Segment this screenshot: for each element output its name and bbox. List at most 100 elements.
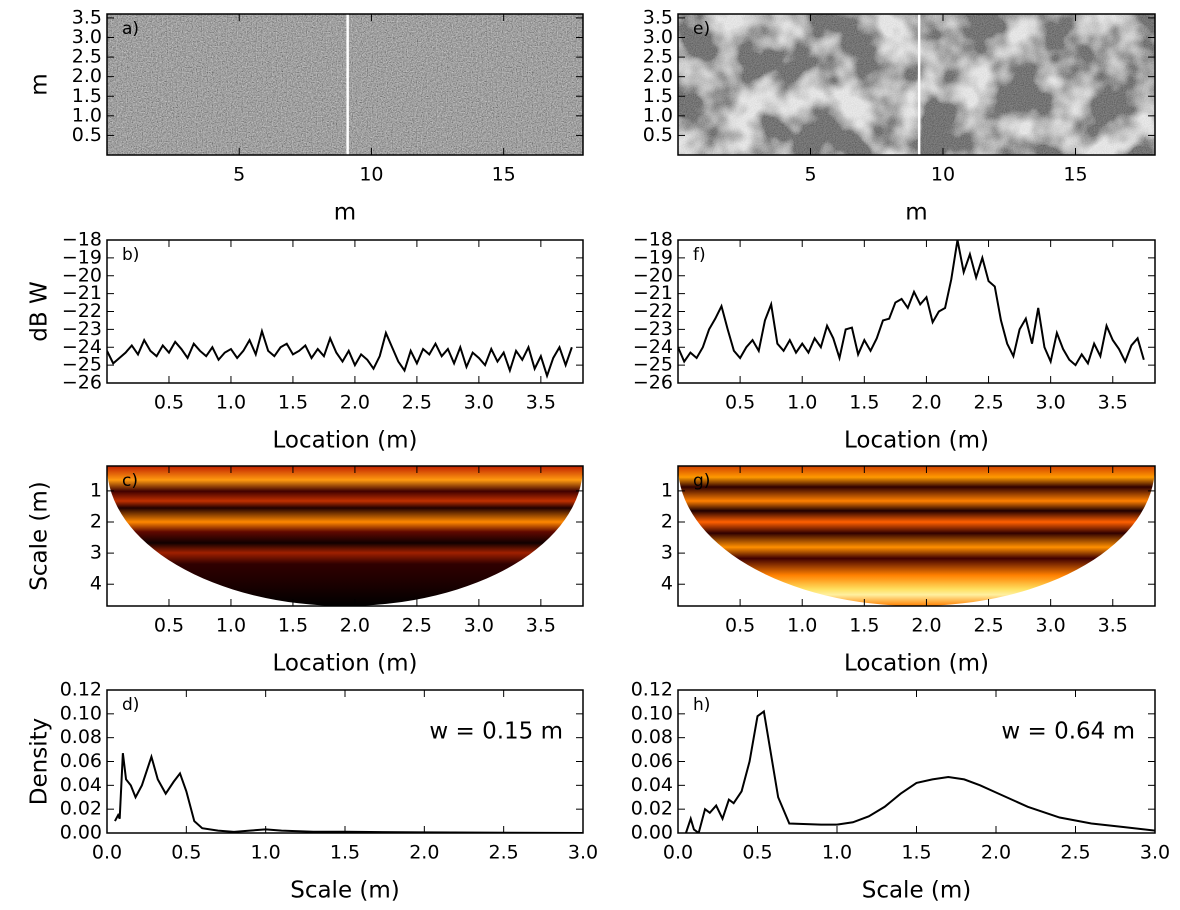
panel-label: b)	[122, 245, 139, 265]
plot-area	[685, 709, 1155, 833]
panel-label: d)	[122, 695, 139, 715]
x-tick-label: 0.5	[725, 615, 755, 637]
x-tick-label: 1.0	[216, 392, 246, 414]
y-tick-label: 0.5	[72, 124, 102, 146]
y-tick-label: −23	[633, 318, 673, 340]
x-tick-label: 0.0	[663, 842, 693, 864]
x-tick-label: 1.5	[278, 392, 308, 414]
data-line	[114, 753, 583, 833]
y-tick-label: −21	[633, 282, 673, 304]
y-tick-label: −25	[62, 354, 102, 376]
y-tick-label: 4	[90, 573, 102, 595]
y-tick-label: −22	[633, 300, 673, 322]
x-tick-label: 0.5	[171, 842, 201, 864]
y-tick-label: 0.04	[60, 774, 102, 796]
y-axis-label: Density	[27, 718, 53, 805]
x-tick-label: 1.0	[787, 615, 817, 637]
texture-image	[107, 14, 583, 155]
y-tick-label: 0.04	[631, 774, 673, 796]
y-tick-label: −24	[62, 336, 102, 358]
x-tick-label: 2.0	[340, 392, 370, 414]
y-tick-label: 0.06	[631, 750, 673, 772]
x-axis-label: Location (m)	[273, 428, 418, 454]
x-tick-label: 15	[492, 164, 516, 186]
y-tick-label: −26	[633, 372, 673, 394]
x-tick-label: 2.5	[489, 842, 519, 864]
x-tick-label: 3.0	[568, 842, 598, 864]
x-tick-label: 10	[359, 164, 383, 186]
x-tick-label: 3.0	[464, 392, 494, 414]
data-line	[678, 240, 1145, 367]
x-tick-label: 1.0	[216, 615, 246, 637]
x-tick-label: 1.5	[330, 842, 360, 864]
y-tick-label: 0.10	[60, 702, 102, 724]
y-tick-label: 2	[90, 511, 102, 533]
x-tick-label: 3.0	[1036, 392, 1066, 414]
y-tick-label: 0.10	[631, 702, 673, 724]
x-tick-label: 3.0	[464, 615, 494, 637]
y-tick-label: 0.12	[60, 679, 102, 701]
y-tick-label: 1.5	[643, 85, 673, 107]
x-axis-label: Scale (m)	[290, 878, 400, 904]
y-tick-label: 3.5	[643, 6, 673, 28]
y-tick-label: 2.5	[643, 46, 673, 68]
x-tick-label: 2.0	[911, 392, 941, 414]
axes-frame	[106, 239, 584, 384]
y-tick-label: 2.5	[72, 46, 102, 68]
panel-label: f)	[693, 245, 706, 265]
axes-frame	[106, 465, 584, 607]
y-tick-label: 1.0	[643, 104, 673, 126]
y-axis-label: m	[27, 73, 53, 95]
axes-frame	[677, 465, 1156, 607]
panel-label: c)	[122, 471, 138, 491]
y-tick-label: 1	[90, 479, 102, 501]
y-axis-label: dB W	[27, 281, 53, 341]
y-tick-label: −19	[633, 246, 673, 268]
x-tick-label: 3.5	[526, 392, 556, 414]
annotation: w = 0.64 m	[1001, 719, 1135, 745]
x-tick-label: 3.5	[526, 615, 556, 637]
y-tick-label: 3	[661, 542, 673, 564]
x-tick-label: 5	[233, 164, 245, 186]
x-tick-label: 2.5	[402, 615, 432, 637]
x-axis-label: Scale (m)	[862, 878, 972, 904]
x-tick-label: 3.0	[1140, 842, 1170, 864]
scalogram	[107, 466, 583, 606]
y-tick-label: 4	[661, 573, 673, 595]
y-tick-label: 3.5	[72, 6, 102, 28]
x-tick-label: 2.5	[973, 392, 1003, 414]
y-tick-label: 3.0	[643, 26, 673, 48]
x-tick-label: 0.5	[725, 392, 755, 414]
panel-label: e)	[693, 19, 710, 39]
y-tick-label: 0.02	[631, 798, 673, 820]
panel-label: a)	[122, 19, 139, 39]
y-tick-label: −21	[62, 282, 102, 304]
y-tick-label: 0.00	[60, 822, 102, 844]
x-tick-label: 2.0	[409, 842, 439, 864]
plot-area	[114, 753, 583, 833]
y-tick-label: 0.5	[643, 124, 673, 146]
x-tick-label: 1.5	[849, 392, 879, 414]
x-axis-label: Location (m)	[844, 428, 989, 454]
y-tick-label: 0.12	[631, 679, 673, 701]
x-tick-label: 3.5	[1098, 615, 1128, 637]
plot-area	[107, 327, 573, 380]
y-tick-label: 3	[90, 542, 102, 564]
y-tick-label: 2	[661, 511, 673, 533]
x-axis-label: Location (m)	[844, 651, 989, 677]
x-tick-label: 2.0	[911, 615, 941, 637]
y-tick-label: −20	[633, 264, 673, 286]
y-tick-label: −22	[62, 300, 102, 322]
x-tick-label: 0.0	[92, 842, 122, 864]
y-tick-label: −18	[633, 229, 673, 251]
x-tick-label: 1.5	[278, 615, 308, 637]
x-tick-label: 0.5	[154, 392, 184, 414]
panel-label: g)	[693, 471, 710, 491]
axes-frame	[106, 13, 584, 156]
y-tick-label: 0.06	[60, 750, 102, 772]
axes-frame	[677, 13, 1156, 156]
x-tick-label: 2.5	[1060, 842, 1090, 864]
y-tick-label: −25	[633, 354, 673, 376]
x-tick-label: 0.5	[742, 842, 772, 864]
